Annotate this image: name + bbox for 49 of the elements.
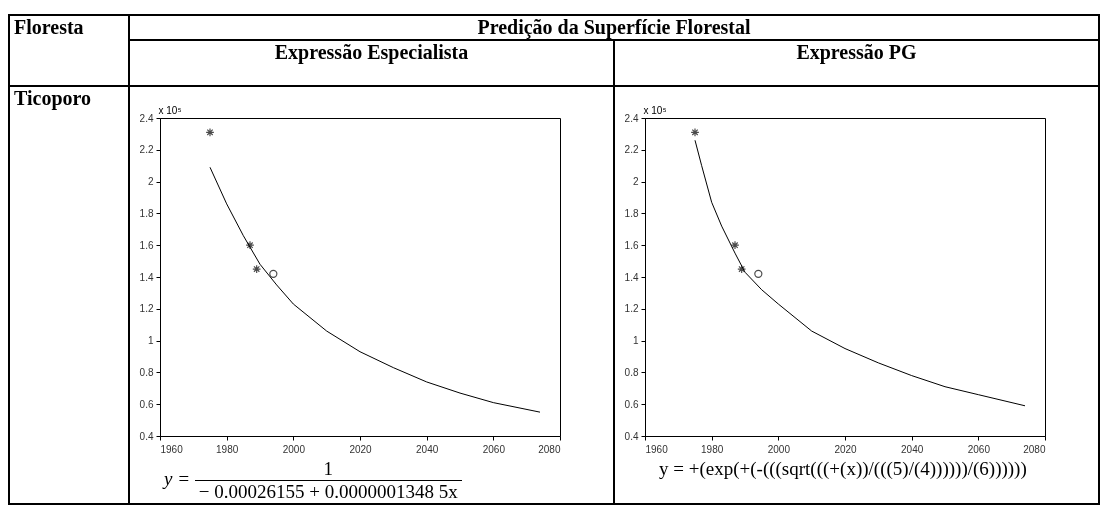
y-tick-label: 1	[147, 335, 154, 347]
line-series	[209, 166, 541, 413]
y-tick-label: 2.4	[624, 112, 639, 124]
y-tick-label: 1.2	[624, 303, 639, 315]
x-tick-label: 2000	[767, 443, 791, 455]
text: Ticoporo	[9, 86, 129, 504]
y-tick-label: 0.6	[139, 398, 154, 410]
y-tick-label: 1.6	[139, 239, 154, 251]
x-tick-label: 1980	[701, 443, 724, 455]
y-tick-label: 0.8	[139, 366, 154, 378]
y-tick-label: 0.8	[624, 366, 639, 378]
y-tick-label: 1.4	[139, 271, 154, 283]
y-tick-label: 2	[632, 176, 639, 188]
x-tick-label: 2020	[834, 443, 858, 455]
y-tick-label: 1.8	[624, 207, 639, 219]
y-tick-label: 1	[632, 335, 639, 347]
y-tick-label: 0.6	[624, 398, 639, 410]
y-tick-label: 1.8	[139, 207, 154, 219]
x-tick-label: 2020	[349, 443, 373, 455]
y-tick-label: 1.6	[624, 239, 639, 251]
y-tick-label: 2.2	[624, 144, 639, 156]
text: y = +(exp(+(-(((sqrt(((+(x))/(((5)/(4))))))/(6))))))	[658, 458, 1028, 480]
text: y =	[164, 467, 191, 489]
y-tick-label: 2.2	[139, 144, 154, 156]
x-tick-label: 2000	[282, 443, 306, 455]
text: Floresta	[9, 15, 129, 86]
x-tick-label: 2080	[1023, 443, 1046, 455]
y-tick-label: 2	[147, 176, 154, 188]
text: Predição da Superfície Florestal	[129, 15, 1099, 40]
y-tick-label: 0.4	[139, 430, 154, 442]
x-tick-label: 1960	[160, 443, 184, 455]
y-tick-label: 1.4	[624, 271, 639, 283]
x-tick-label: 2060	[482, 443, 506, 455]
y-axis-title: x 10⁵	[643, 104, 667, 116]
text: − 0.00026155 + 0.0000001348 5x	[194, 480, 462, 503]
y-axis-title: x 10⁵	[158, 104, 182, 116]
y-tick-label: 1.2	[139, 303, 154, 315]
x-tick-label: 2040	[901, 443, 924, 455]
x-tick-label: 2060	[967, 443, 991, 455]
x-tick-label: 1960	[645, 443, 669, 455]
y-tick-label: 2.4	[139, 112, 154, 124]
chart-title: Expressão Especialista	[129, 40, 614, 86]
x-tick-label: 1980	[216, 443, 239, 455]
line-series	[694, 139, 1026, 407]
chart-title: Expressão PG	[614, 40, 1099, 86]
y-tick-label: 0.4	[624, 430, 639, 442]
x-tick-label: 2040	[416, 443, 439, 455]
x-tick-label: 2080	[538, 443, 561, 455]
text: 1	[322, 458, 334, 480]
